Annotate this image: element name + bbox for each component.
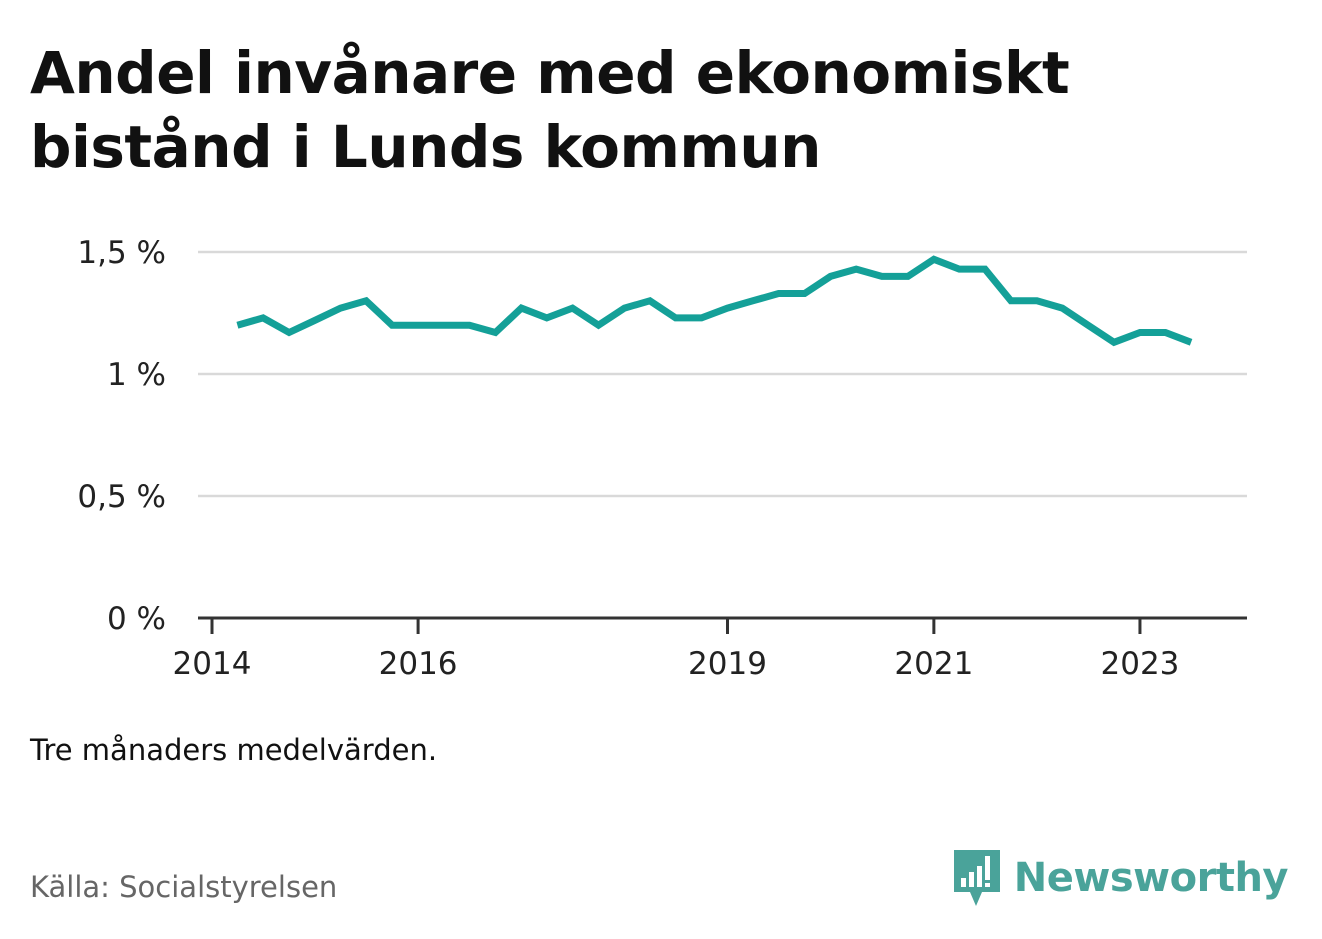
x-tick-label: 2023 (1101, 646, 1180, 682)
x-tick-label: 2016 (379, 646, 458, 682)
line-chart: 0 % 0,5 % 1 % 1,5 % 2014 2016 2019 2021 2023 (77, 235, 1247, 682)
gridlines (198, 250, 1247, 498)
series-line (236, 255, 1193, 347)
x-axis: 2014 2016 2019 2021 2023 (173, 616, 1247, 682)
x-tick-label: 2019 (688, 646, 767, 682)
x-tick-label: 2014 (173, 646, 252, 682)
chart-title: Andel invånare med ekonomiskt bistånd i … (30, 39, 1070, 181)
x-tick-label: 2021 (894, 646, 973, 682)
series-layer (236, 255, 1193, 347)
y-tick-label: 0,5 % (77, 479, 166, 515)
y-tick-label: 1 % (107, 357, 166, 393)
y-tick-label: 0 % (107, 601, 166, 637)
y-axis-ticks: 0 % 0,5 % 1 % 1,5 % (77, 235, 166, 637)
brand-logo[interactable]: Newsworthy (952, 848, 1289, 908)
source-credit: Källa: Socialstyrelsen (30, 870, 338, 904)
newsworthy-logo-icon (953, 850, 1000, 906)
y-tick-label: 1,5 % (77, 235, 166, 271)
brand-name: Newsworthy (1013, 855, 1289, 901)
chart-note: Tre månaders medelvärden. (30, 733, 438, 767)
